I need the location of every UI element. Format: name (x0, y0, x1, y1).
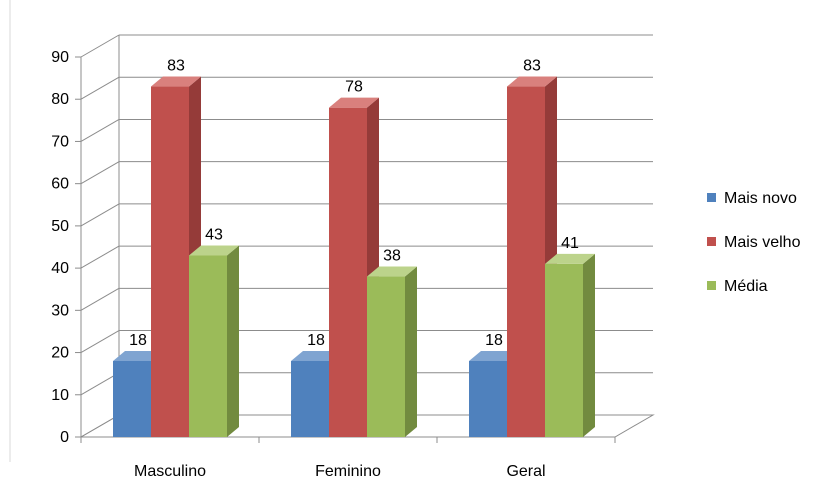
bar-top (367, 266, 417, 277)
y-tick-label: 10 (51, 387, 69, 404)
y-axis-ticks: 0 10 20 30 40 50 60 70 80 90 (51, 49, 69, 446)
legend-swatch (707, 281, 716, 290)
bar-front (469, 361, 507, 437)
y-tick-label: 60 (51, 176, 69, 193)
bar-front (189, 255, 227, 437)
bar-front (151, 86, 189, 438)
side-gridline (80, 372, 120, 396)
legend-swatch (707, 237, 716, 246)
data-label: 18 (129, 332, 147, 349)
legend-label: Média (724, 278, 768, 295)
bar-side (227, 245, 239, 437)
data-label: 18 (307, 332, 325, 349)
y-tick-label: 20 (51, 345, 69, 362)
side-gridline (80, 119, 120, 142)
side-gridline (80, 34, 120, 58)
x-axis-ticks: Masculino Feminino Geral (134, 463, 546, 480)
y-tick-label: 40 (51, 260, 69, 277)
bar-front (113, 361, 151, 437)
bar-front (329, 107, 367, 438)
bar (189, 245, 239, 437)
data-label: 38 (383, 248, 401, 265)
x-tick-label: Geral (506, 463, 545, 480)
bar-top (151, 76, 201, 87)
legend-swatch (707, 193, 716, 202)
side-gridline (80, 414, 120, 438)
side-gridline (80, 245, 120, 269)
x-tick-label: Feminino (315, 463, 381, 480)
legend-label: Mais velho (724, 234, 801, 251)
x-tick-label: Masculino (134, 463, 206, 480)
data-label: 43 (205, 226, 223, 243)
side-gridline (80, 287, 120, 311)
data-labels: 18 83 43 18 78 38 18 83 41 (129, 58, 579, 349)
y-tick-label: 30 (51, 302, 69, 319)
bar-top (507, 76, 557, 87)
data-label: 41 (561, 235, 579, 252)
data-label: 83 (167, 58, 185, 75)
y-tick-label: 70 (51, 133, 69, 150)
bar-front (545, 263, 583, 437)
bar-top (113, 351, 163, 361)
side-gridline (80, 203, 120, 227)
bar-top (291, 351, 341, 361)
bar-top (329, 97, 379, 108)
side-gridline (80, 76, 120, 100)
side-gridline (80, 330, 120, 353)
legend-label: Mais novo (724, 190, 797, 207)
bar-front (291, 361, 329, 437)
data-label: 18 (485, 332, 503, 349)
bar (507, 76, 557, 438)
y-tick-label: 0 (60, 429, 69, 446)
data-label: 78 (345, 79, 363, 96)
side-gridline (80, 161, 120, 185)
bar-top (545, 253, 595, 264)
bars (113, 76, 595, 438)
bar-front (507, 86, 545, 438)
bar (545, 253, 595, 437)
legend: Mais novo Mais velho Média (707, 190, 801, 295)
bar-side (583, 253, 595, 437)
bar (367, 266, 417, 437)
bar-side (405, 266, 417, 437)
y-tick-label: 90 (51, 49, 69, 66)
bar-front (367, 276, 405, 437)
bar-top (469, 351, 519, 361)
bar-top (189, 245, 239, 256)
y-tick-label: 80 (51, 91, 69, 108)
data-label: 83 (523, 58, 541, 75)
y-tick-label: 50 (51, 218, 69, 235)
